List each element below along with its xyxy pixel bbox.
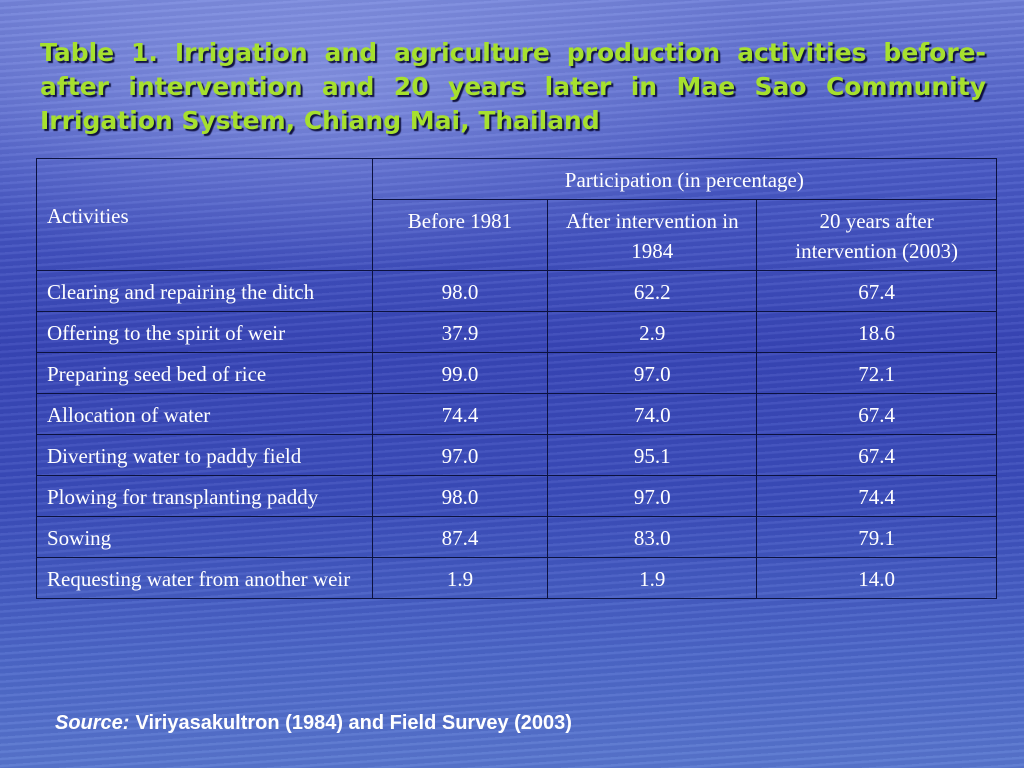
activity-cell: Allocation of water: [36, 393, 373, 435]
header-after-intervention: After intervention in 1984: [547, 199, 758, 271]
source-text: Viriyasakultron (1984) and Field Survey …: [135, 712, 572, 734]
activity-cell: Diverting water to paddy field: [36, 434, 373, 476]
table-row: Allocation of water 74.4 74.0 67.4: [36, 393, 997, 435]
before-value: 98.0: [371, 270, 549, 312]
activity-cell: Sowing: [36, 516, 373, 558]
before-value: 87.4: [371, 516, 549, 558]
table-row: Offering to the spirit of weir 37.9 2.9 …: [36, 311, 997, 353]
before-value: 37.9: [371, 311, 549, 353]
after-value: 2.9: [547, 311, 758, 353]
after-value: 95.1: [547, 434, 758, 476]
source-note: Source: Viriyasakultron (1984) and Field …: [55, 712, 572, 735]
twenty-years-value: 18.6: [756, 311, 997, 353]
header-before-1981: Before 1981: [371, 199, 549, 271]
header-participation-group: Participation (in percentage): [371, 158, 998, 200]
activity-cell: Plowing for transplanting paddy: [36, 475, 373, 517]
twenty-years-value: 67.4: [756, 270, 997, 312]
activity-cell: Preparing seed bed of rice: [36, 352, 373, 394]
table-row: Plowing for transplanting paddy 98.0 97.…: [36, 475, 997, 517]
twenty-years-value: 14.0: [756, 557, 997, 599]
before-value: 98.0: [371, 475, 549, 517]
table-header-row: Activities Participation (in percentage): [36, 158, 998, 271]
after-value: 74.0: [547, 393, 758, 435]
table-row: Clearing and repairing the ditch 98.0 62…: [36, 270, 997, 312]
header-20-years-after: 20 years after intervention (2003): [756, 199, 997, 271]
table-row: Requesting water from another weir 1.9 1…: [36, 557, 997, 599]
slide-title: Table 1. Irrigation and agriculture prod…: [40, 38, 986, 135]
twenty-years-value: 67.4: [756, 393, 997, 435]
before-value: 1.9: [371, 557, 549, 599]
table-row: Sowing 87.4 83.0 79.1: [36, 516, 997, 558]
twenty-years-value: 74.4: [756, 475, 997, 517]
activity-cell: Clearing and repairing the ditch: [36, 270, 373, 312]
activity-cell: Offering to the spirit of weir: [36, 311, 373, 353]
activity-cell: Requesting water from another weir: [36, 557, 373, 599]
table-row: Preparing seed bed of rice 99.0 97.0 72.…: [36, 352, 997, 394]
table-subheader-row: Before 1981 After intervention in 1984 2…: [37, 199, 997, 271]
twenty-years-value: 79.1: [756, 516, 997, 558]
after-value: 97.0: [547, 475, 758, 517]
after-value: 97.0: [547, 352, 758, 394]
twenty-years-value: 67.4: [756, 434, 997, 476]
twenty-years-value: 72.1: [756, 352, 997, 394]
table-row: Diverting water to paddy field 97.0 95.1…: [36, 434, 997, 476]
data-table: Activities Participation (in percentage)…: [36, 158, 998, 599]
before-value: 74.4: [371, 393, 549, 435]
header-activities: Activities: [36, 158, 373, 271]
after-value: 83.0: [547, 516, 758, 558]
before-value: 99.0: [371, 352, 549, 394]
after-value: 62.2: [547, 270, 758, 312]
before-value: 97.0: [371, 434, 549, 476]
after-value: 1.9: [547, 557, 758, 599]
source-label: Source:: [55, 712, 130, 734]
